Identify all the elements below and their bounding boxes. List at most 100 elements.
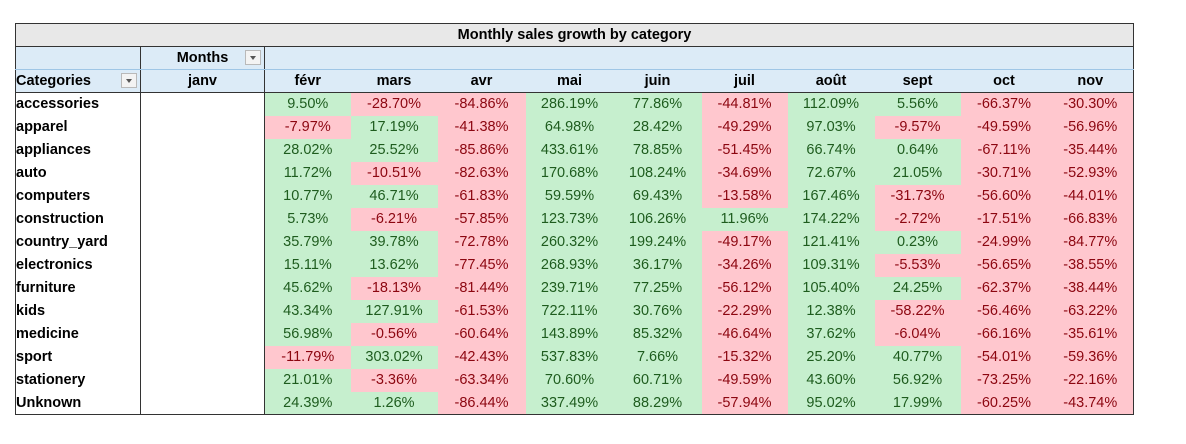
categories-filter-button[interactable] [121,73,137,88]
growth-cell [140,138,265,162]
growth-cell: 0.64% [874,138,961,162]
month-header: sept [874,69,961,93]
months-band [264,46,1134,70]
growth-cell [140,184,265,208]
growth-cell: -61.53% [437,299,526,323]
growth-cell: -56.46% [960,299,1048,323]
categories-label: Categories [16,73,91,89]
growth-cell [140,92,265,116]
category-label: country_yard [15,230,141,254]
growth-cell: 70.60% [525,368,614,392]
table-row: auto 11.72% -10.51% -82.63% 170.68% 108.24% -3… [15,161,1134,185]
growth-cell: -63.22% [1047,299,1134,323]
growth-cell: 7.66% [613,345,702,369]
growth-cell: -66.83% [1047,207,1134,231]
categories-field-header[interactable]: Categories [15,69,141,93]
growth-cell: -57.94% [701,391,788,415]
growth-cell: -66.16% [960,322,1048,346]
growth-cell: -9.57% [874,115,961,139]
month-header: juil [701,69,788,93]
growth-cell [140,345,265,369]
growth-cell: -66.37% [960,92,1048,116]
growth-cell: 109.31% [787,253,875,277]
growth-cell: 35.79% [264,230,351,254]
growth-cell: -56.60% [960,184,1048,208]
months-label: Months [176,50,229,66]
growth-cell: -67.11% [960,138,1048,162]
growth-cell: 127.91% [350,299,438,323]
growth-cell: 5.56% [874,92,961,116]
months-filter-button[interactable] [245,50,261,65]
category-label: kids [15,299,141,323]
growth-cell: 43.34% [264,299,351,323]
category-label: construction [15,207,141,231]
growth-cell: -17.51% [960,207,1048,231]
pivot-corner [15,46,141,70]
growth-cell: -0.56% [350,322,438,346]
table-row: computers 10.77% 46.71% -61.83% 59.59% 69.43%… [15,184,1134,208]
growth-cell: 9.50% [264,92,351,116]
table-row: electronics 15.11% 13.62% -77.45% 268.93% 36.… [15,253,1134,277]
growth-cell: 108.24% [613,161,702,185]
growth-cell: -18.13% [350,276,438,300]
growth-cell: 72.67% [787,161,875,185]
growth-cell: 0.23% [874,230,961,254]
growth-cell: -51.45% [701,138,788,162]
pivot-table: Monthly sales growth by category Months … [15,23,1134,415]
growth-cell: 77.25% [613,276,702,300]
growth-cell: 85.32% [613,322,702,346]
growth-cell: 69.43% [613,184,702,208]
growth-cell: 143.89% [525,322,614,346]
growth-cell: 1.26% [350,391,438,415]
growth-cell: -46.64% [701,322,788,346]
growth-cell: -30.30% [1047,92,1134,116]
growth-cell: -42.43% [437,345,526,369]
category-label: appliances [15,138,141,162]
growth-cell: -44.01% [1047,184,1134,208]
category-label: electronics [15,253,141,277]
growth-cell: -60.25% [960,391,1048,415]
growth-cell: -82.63% [437,161,526,185]
month-header: oct [960,69,1048,93]
growth-cell: 15.11% [264,253,351,277]
dropdown-arrow-icon [250,55,256,60]
growth-cell: 268.93% [525,253,614,277]
category-label: apparel [15,115,141,139]
month-header: août [787,69,875,93]
growth-cell: -49.59% [701,368,788,392]
growth-cell: -84.86% [437,92,526,116]
growth-cell: -44.81% [701,92,788,116]
growth-cell: 37.62% [787,322,875,346]
growth-cell: -35.61% [1047,322,1134,346]
growth-cell: 24.25% [874,276,961,300]
growth-cell: -7.97% [264,115,351,139]
table-row: accessories 9.50% -28.70% -84.86% 286.19% 77.… [15,92,1134,116]
growth-cell: -56.96% [1047,115,1134,139]
month-header: nov [1047,69,1134,93]
growth-cell: -72.78% [437,230,526,254]
months-field-header[interactable]: Months [140,46,265,70]
growth-cell: 45.62% [264,276,351,300]
growth-cell: 105.40% [787,276,875,300]
growth-cell: -6.21% [350,207,438,231]
growth-cell: 537.83% [525,345,614,369]
category-label: medicine [15,322,141,346]
growth-cell: 25.20% [787,345,875,369]
growth-cell: 28.42% [613,115,702,139]
growth-cell: -57.85% [437,207,526,231]
growth-cell: -59.36% [1047,345,1134,369]
table-row: construction 5.73% -6.21% -57.85% 123.73% 106… [15,207,1134,231]
month-header: avr [437,69,526,93]
growth-cell: 12.38% [787,299,875,323]
growth-cell: -22.29% [701,299,788,323]
growth-cell: -62.37% [960,276,1048,300]
table-row: Unknown 24.39% 1.26% -86.44% 337.49% 88.29% -5… [15,391,1134,415]
table-row: country_yard 35.79% 39.78% -72.78% 260.32% 19… [15,230,1134,254]
growth-cell: 17.99% [874,391,961,415]
growth-cell [140,391,265,415]
table-row: sport -11.79% 303.02% -42.43% 537.83% 7.66% -1… [15,345,1134,369]
growth-cell: 24.39% [264,391,351,415]
growth-cell: 21.01% [264,368,351,392]
growth-cell: -73.25% [960,368,1048,392]
growth-cell: -22.16% [1047,368,1134,392]
